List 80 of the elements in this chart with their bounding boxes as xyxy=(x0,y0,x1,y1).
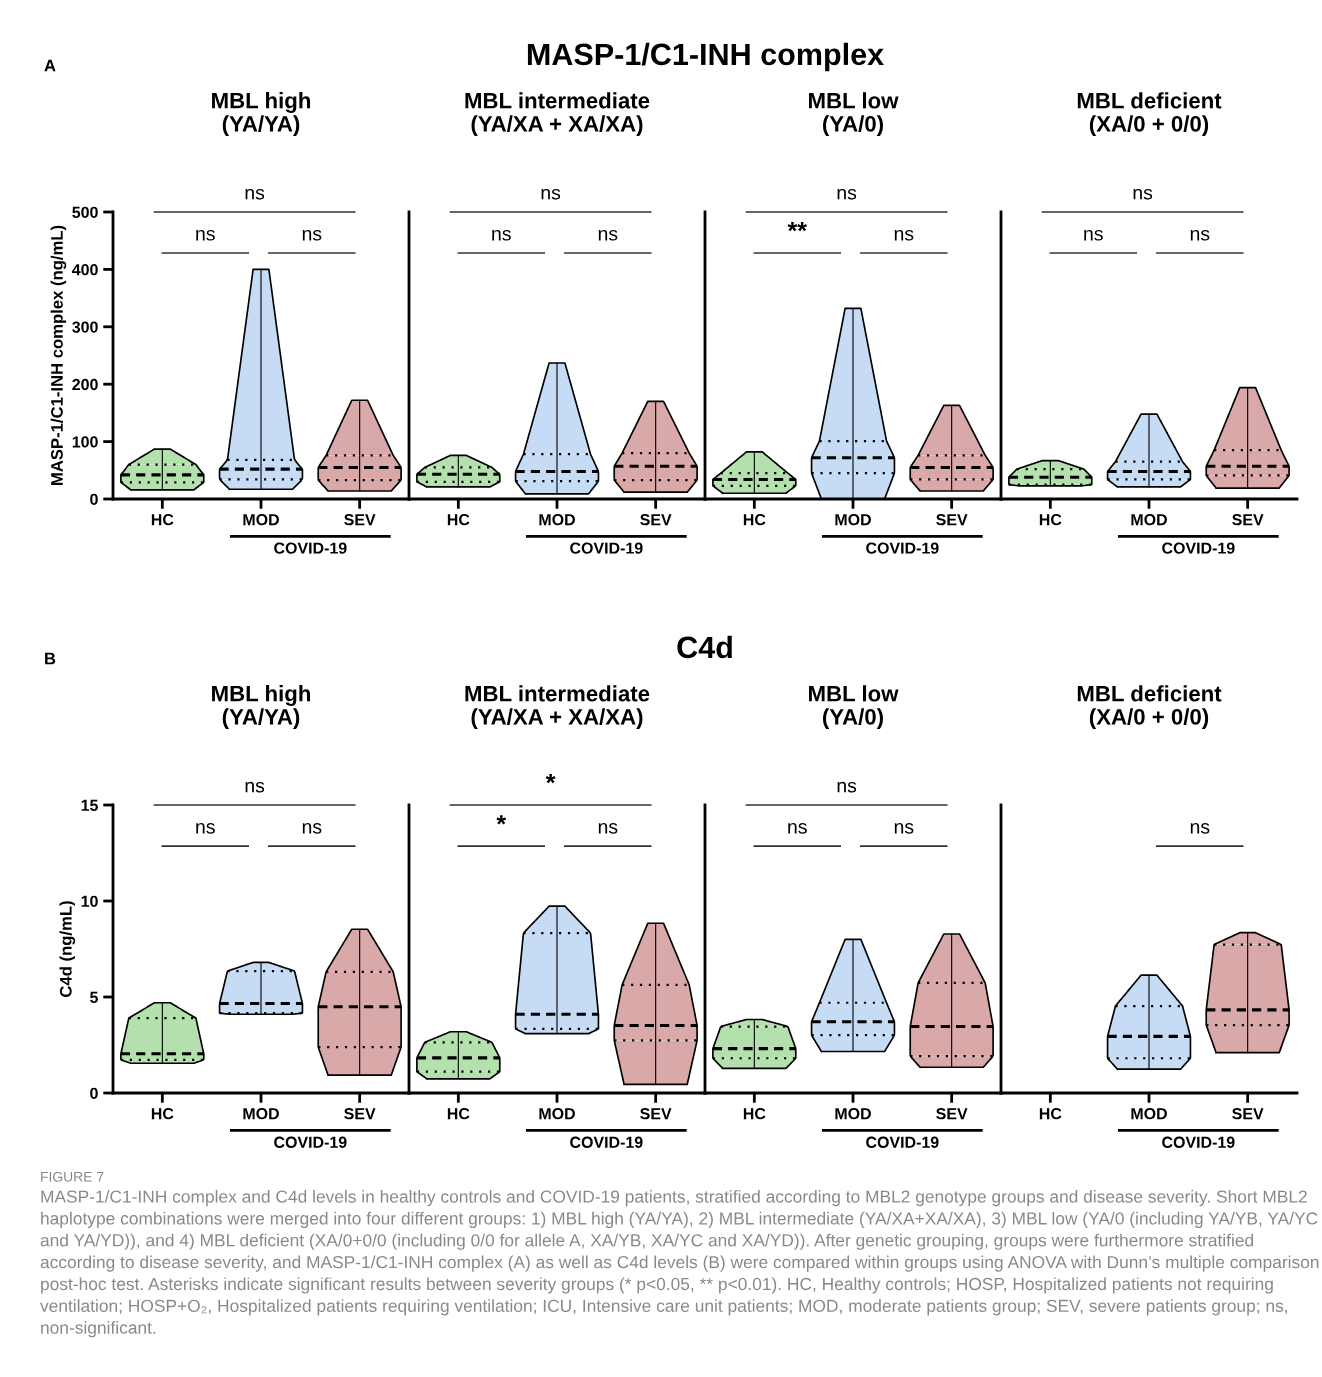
caption: FIGURE 7 xyxy=(41,1171,104,1182)
annotation: ns xyxy=(894,229,914,241)
text: COVID-19 xyxy=(570,542,643,554)
x-tick-label: HC xyxy=(743,1108,766,1120)
y-tick-label: 500 xyxy=(72,206,98,218)
y-axis-title: C4d (ng/mL) xyxy=(59,901,76,997)
annotation: * xyxy=(496,815,507,825)
annotation: ns xyxy=(492,229,511,241)
y-tick-label: 400 xyxy=(72,264,98,276)
y-tick-label: 0 xyxy=(90,493,98,505)
chart-subtitle: MBL high (YA/YA) xyxy=(212,92,311,137)
x-tick-label: HC xyxy=(743,514,766,526)
x-tick-label: MOD xyxy=(539,1108,575,1120)
chart-subtitle: MBL deficient (XA/0 + 0/0) xyxy=(1077,685,1222,730)
text: COVID-19 xyxy=(274,542,347,554)
x-tick-label: HC xyxy=(447,1108,470,1120)
text: COVID-19 xyxy=(274,1136,347,1148)
text: C4d xyxy=(677,635,732,659)
x-tick-label: MOD xyxy=(1131,514,1167,526)
x-tick-label: MOD xyxy=(243,514,279,526)
text: COVID-19 xyxy=(1162,542,1235,554)
x-tick-label: SEV xyxy=(640,514,672,526)
text: MASP-1/C1-INH complex and C4d levels in healthy controls and COVID-19 patients, stratified according to MBL2 genotype groups and disease severity. Short MBL2 haplotype combinations were merged into four different groups: 1) MBL high (YA/YA), 2) MBL intermediate (YA/XA+XA/XA), 3) MBL low (YA/0 (including YA/YB, YA/YC and YA/YD)), and 4) MBL deficient (XA/0+0/0 (including 0/0 for allele A, XA/YB, XA/YC and XA/YD)). After genetic grouping, groups were furthermore stratified according to disease severity, and MASP-1/C1-INH complex (A) as well as C4d levels (B) were compared within groups using ANOVA with Dunn’s multiple comparison post-hoc test. Asterisks indicate significant results between severity groups (* p<0.05, ** p<0.01). HC, Healthy controls; HOSP, Hospitalized patients not requiring ventilation; HOSP+O₂, Hospitalized patients requiring ventilation; ICU, Intensive care unit patients; MOD, moderate patients group; SEV, severe patients group; ns, non-significant. xyxy=(40,1190,1319,1338)
y-tick-label: 5 xyxy=(90,991,98,1003)
x-tick-label: MOD xyxy=(835,514,871,526)
annotation: ns xyxy=(1084,229,1103,241)
annotation: ns xyxy=(1190,229,1210,241)
x-tick-label: SEV xyxy=(936,1108,968,1120)
x-tick-label: HC xyxy=(1039,514,1062,526)
chart-subtitle: MBL high (YA/YA) xyxy=(212,685,311,730)
x-tick-label: SEV xyxy=(1232,514,1264,526)
annotation: ns xyxy=(302,229,322,241)
x-tick-label: MOD xyxy=(539,514,575,526)
y-axis-title: MASP-1/C1-INH complex (ng/mL) xyxy=(50,225,67,485)
chart-subtitle: MBL deficient (XA/0 + 0/0) xyxy=(1077,92,1222,137)
x-tick-label: SEV xyxy=(344,1108,376,1120)
y-tick-label: 300 xyxy=(72,321,98,333)
annotation: ns xyxy=(1190,823,1210,834)
chart-subtitle: MBL intermediate (YA/XA + XA/XA) xyxy=(465,685,650,730)
x-tick-label: MOD xyxy=(1131,1108,1167,1120)
annotation: ns xyxy=(788,823,807,834)
chart-subtitle: MBL intermediate (YA/XA + XA/XA) xyxy=(465,92,650,137)
text: * xyxy=(545,773,556,784)
text: COVID-19 xyxy=(866,1136,939,1148)
annotation: ns xyxy=(196,229,215,241)
annotation: ns xyxy=(598,823,618,834)
y-tick-label: 100 xyxy=(72,436,98,448)
annotation: ns xyxy=(196,823,215,834)
x-tick-label: SEV xyxy=(936,514,968,526)
x-tick-label: SEV xyxy=(640,1108,672,1120)
text: COVID-19 xyxy=(866,542,939,554)
x-tick-label: HC xyxy=(447,514,470,526)
text: ns xyxy=(245,188,265,200)
annotation: ns xyxy=(894,823,914,834)
text: ns xyxy=(245,781,265,793)
text: A xyxy=(44,59,56,72)
text: ns xyxy=(1133,188,1153,200)
text: B xyxy=(45,652,56,665)
y-tick-label: 15 xyxy=(81,799,98,811)
text: ns xyxy=(541,188,561,200)
x-tick-label: SEV xyxy=(1232,1108,1264,1120)
annotation: ns xyxy=(598,229,618,241)
text: COVID-19 xyxy=(1162,1136,1235,1148)
y-tick-label: 200 xyxy=(72,378,98,391)
x-tick-label: SEV xyxy=(344,514,376,526)
x-tick-label: HC xyxy=(151,1108,174,1120)
chart-subtitle: MBL low (YA/0) xyxy=(809,92,899,137)
x-tick-label: MOD xyxy=(243,1108,279,1120)
annotation: ns xyxy=(302,823,322,834)
text: ns xyxy=(837,188,857,200)
x-tick-label: HC xyxy=(151,514,174,526)
x-tick-label: HC xyxy=(1039,1108,1062,1120)
annotation: ** xyxy=(787,222,807,232)
text: ns xyxy=(837,781,857,793)
chart-subtitle: MBL low (YA/0) xyxy=(809,685,899,730)
y-tick-label: 10 xyxy=(81,895,98,907)
text: COVID-19 xyxy=(570,1136,643,1148)
y-tick-label: 0 xyxy=(90,1087,98,1099)
text: MASP-1/C1-INH complex xyxy=(527,42,884,72)
x-tick-label: MOD xyxy=(835,1108,871,1120)
